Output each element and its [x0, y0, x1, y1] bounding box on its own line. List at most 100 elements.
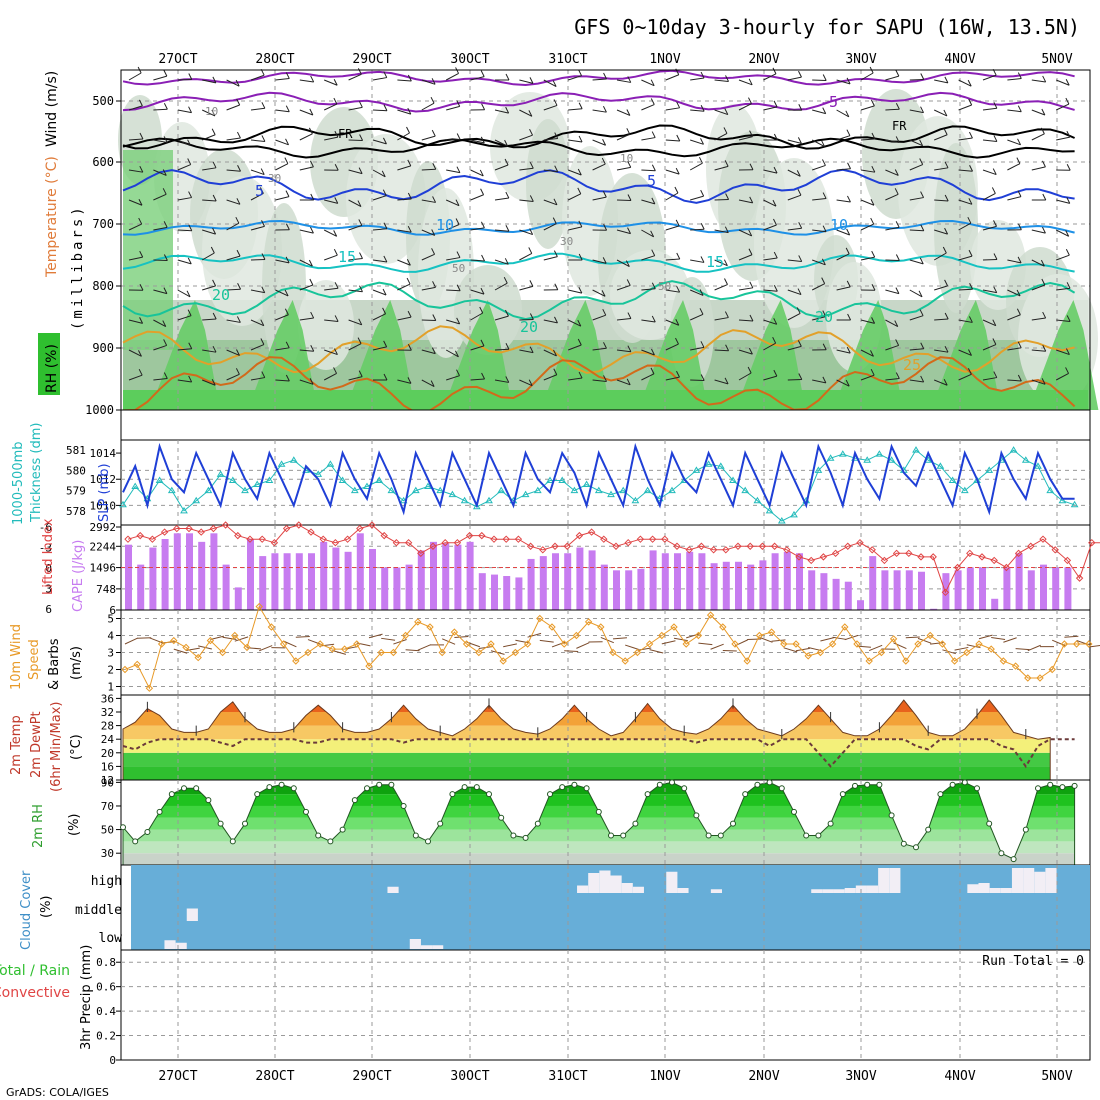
wind-barb — [324, 199, 338, 204]
wind-barb — [153, 378, 168, 381]
wind-barb — [226, 255, 241, 261]
li-point — [1027, 542, 1035, 550]
wind-barb-flag — [505, 343, 510, 350]
li-point — [844, 542, 852, 550]
wind-barb — [470, 345, 485, 351]
label-10b: 10 — [830, 216, 848, 234]
temp-tick: 28 — [101, 720, 114, 733]
wind-barb-flag — [676, 101, 681, 109]
wind-barb — [494, 315, 509, 321]
wind-barb-flag — [798, 373, 803, 380]
wind-barb-flag — [407, 344, 412, 351]
wind-barb-flag — [358, 318, 363, 326]
wind-barb-flag — [871, 165, 876, 173]
wind-barb-flag — [188, 224, 193, 231]
cloud-block-high — [833, 889, 845, 893]
cape-bar — [466, 541, 474, 610]
li-point — [404, 539, 413, 547]
wind-barb — [714, 259, 728, 267]
wind-barb-flag — [1066, 282, 1071, 289]
wind-barb-flag — [993, 371, 998, 378]
li-point — [575, 531, 584, 540]
wind-barb — [348, 343, 362, 351]
wind-barb-flag — [309, 160, 314, 168]
rh-point — [839, 791, 846, 798]
wind-barb-flag — [577, 319, 582, 327]
rh-point — [595, 808, 602, 815]
li-point — [636, 535, 645, 543]
wind-barb — [177, 164, 191, 171]
li-point — [1014, 549, 1023, 558]
wind-barb-flag — [627, 227, 631, 234]
rh-point — [522, 834, 529, 841]
wind-barb-flag — [285, 138, 290, 146]
wind-barb-flag — [406, 126, 410, 134]
label-20a: 20 — [212, 286, 230, 304]
wind-barb — [860, 223, 874, 231]
cape-bar — [820, 573, 828, 610]
wind10-point — [706, 611, 715, 619]
li-point — [307, 528, 315, 536]
wind-barb — [690, 77, 705, 81]
wind-barb — [1056, 319, 1071, 322]
cape-bar — [796, 553, 803, 610]
wind10-barb — [368, 633, 383, 639]
wind-barb — [202, 167, 217, 171]
wind-barb-flag — [920, 224, 925, 231]
wind-barb — [494, 379, 509, 383]
wind-barb-flag — [724, 226, 729, 233]
wind-barb-flag — [407, 377, 412, 384]
wind-barb-flag — [163, 287, 168, 294]
wind-barb — [568, 108, 583, 111]
rh-point — [1035, 785, 1041, 792]
wind-barb — [202, 134, 216, 141]
wind-barb-flag — [943, 128, 948, 135]
wind-barb-flag — [967, 216, 972, 224]
wind-barb — [568, 289, 582, 294]
wind-barb — [958, 373, 972, 381]
cloud-block-high — [666, 871, 678, 893]
wind-barb-flag — [284, 308, 289, 315]
wind-barb-flag — [1042, 193, 1047, 201]
temp-titles-3: (6hr Min/Max) — [49, 702, 64, 792]
wind-barb-flag — [821, 140, 826, 147]
wind-barb-flag — [308, 127, 313, 135]
wind-barb — [787, 169, 801, 177]
cape-bar — [503, 576, 511, 610]
wind-barb — [299, 109, 314, 116]
wind-barb — [299, 284, 314, 291]
wind-barb — [787, 259, 802, 262]
wind-barb — [1056, 199, 1070, 204]
rh-point — [473, 784, 480, 791]
rh-point — [742, 791, 749, 798]
upper-title-rh: RH (%) — [44, 344, 60, 393]
cloud-block-high — [1011, 868, 1024, 893]
wind-barb-flag — [407, 74, 412, 82]
wind-barb-flag — [309, 278, 314, 286]
cloud-block-high — [710, 889, 723, 893]
wind-barb — [885, 193, 899, 201]
wind-barb-flag — [211, 109, 216, 117]
wind-barb-flag — [212, 345, 217, 353]
wind-barb — [201, 109, 216, 117]
rh-point — [559, 784, 566, 791]
wind-barb — [714, 132, 728, 141]
rh-outline — [122, 781, 1076, 866]
wind-barb — [153, 226, 168, 231]
wind-barb — [1031, 349, 1046, 352]
wind-barb — [372, 346, 387, 351]
wind-barb — [543, 104, 558, 111]
wind-barb-flag — [650, 98, 655, 105]
pressure-tick-label: 1000 — [85, 403, 114, 417]
wind-barb — [763, 106, 778, 111]
wind-barb — [763, 319, 777, 325]
wind-barb — [177, 229, 192, 232]
li-point — [356, 524, 364, 533]
wind-barb — [909, 139, 923, 147]
wind10-point — [902, 657, 910, 665]
wind-barb — [982, 107, 997, 111]
wind-barb-flag — [479, 169, 484, 177]
wind-barb-flag — [505, 309, 509, 317]
wind-barb — [641, 137, 656, 141]
